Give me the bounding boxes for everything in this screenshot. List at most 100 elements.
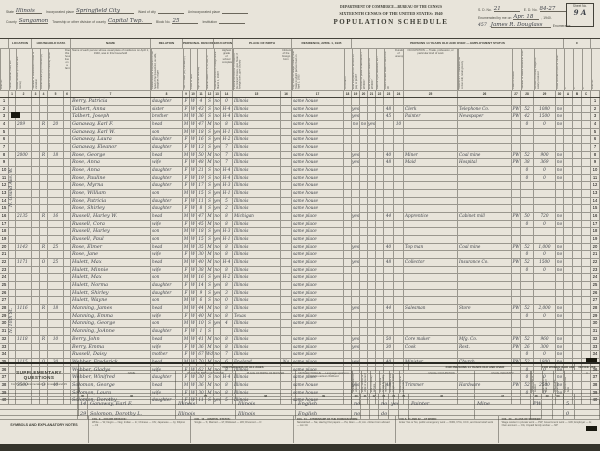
cell-line-number: 2: [0, 105, 9, 113]
cell-line-number: 36: [0, 366, 9, 374]
cell-home-value: [48, 351, 64, 358]
cell-relation: head: [151, 243, 183, 251]
cell-occupation: [404, 328, 458, 335]
cell-sex: F: [183, 351, 190, 358]
column-subheader: Hours worked week of March 24-30: [384, 49, 394, 90]
cell-seeking-work: [368, 174, 376, 182]
cell-income: 1500: [534, 259, 556, 266]
cell-sex: F: [183, 167, 190, 174]
cell-income: [534, 274, 556, 282]
table-row: 4 209 R 20 Ganaway, Earl F. head M W 47 …: [0, 121, 600, 129]
cell-unemployment-duration: [394, 351, 404, 358]
cell-sex: F: [183, 397, 190, 404]
cell-owned-rented: [40, 98, 48, 105]
cell-street: [9, 105, 16, 113]
cell-income: 1,000: [534, 243, 556, 251]
cell-residence-1935: same place: [292, 228, 344, 236]
cell-house-number: [16, 366, 32, 374]
cell-at-work: [352, 289, 360, 297]
cell-citizenship: [281, 266, 292, 274]
column-subheader: Had he a job, business, etc.?: [376, 49, 384, 90]
cell-line-number-right: 22: [591, 259, 600, 266]
cell-farm-1935: [344, 243, 352, 251]
cell-has-job: [376, 151, 384, 159]
cell-home-value: [48, 98, 64, 105]
cell-line-number-right: 17: [591, 220, 600, 228]
cell-farm-1935: [344, 205, 352, 213]
cell-emergency-work: [360, 397, 368, 404]
cell-citizenship: [281, 343, 292, 351]
cell-race: W: [190, 151, 197, 159]
cell-class-of-worker: [512, 190, 521, 197]
cell-home-value: [48, 374, 64, 381]
cell-class-of-worker: PW: [512, 259, 521, 266]
cell-office-a: [564, 397, 573, 404]
cell-residence-1935: same place: [292, 374, 344, 381]
cell-weeks-worked: [521, 320, 534, 328]
cell-home-value: [48, 182, 64, 190]
supp-column-header: PLACE OF BIRTH OF FATHER: [176, 371, 236, 393]
cell-marital-status: M: [206, 251, 214, 259]
cell-emergency-work: [360, 282, 368, 289]
cell-line-number: 22: [0, 259, 9, 266]
cell-age: 38: [197, 266, 206, 274]
supplementary-title-block: SUPPLEMENTARY QUESTIONS For Persons Enum…: [0, 364, 79, 416]
cell-highest-grade: H-2: [221, 274, 233, 282]
cell-relation: daughter: [151, 397, 183, 404]
cell-owned-rented: [40, 312, 48, 320]
cell-street: [9, 182, 16, 190]
cell-attended-school: no: [214, 174, 221, 182]
cell-farm: [64, 159, 71, 167]
cell-at-work: [352, 182, 360, 190]
cell-age: 45: [197, 220, 206, 228]
cell-citizenship: [281, 282, 292, 289]
supp-label-spacer: [0, 371, 78, 393]
supp-column-header: Wife, widow, or child of veteran?: [361, 371, 370, 393]
cell-line-number-right: 27: [591, 297, 600, 305]
cell-home-value: [48, 228, 64, 236]
cell-farm: [64, 374, 71, 381]
cell-seeking-work: [368, 197, 376, 205]
cell-industry: [458, 190, 512, 197]
cell-attended-school: yes: [214, 197, 221, 205]
cell-residence-1935: same house: [292, 151, 344, 159]
cell-class-of-worker: [512, 228, 521, 236]
cell-other-income: no: [556, 167, 564, 174]
cell-visitation: [32, 167, 40, 174]
cell-marital-status: M: [206, 243, 214, 251]
cell-sex: M: [183, 259, 190, 266]
cell-other-income: [556, 397, 564, 404]
supp-cell-class-of-worker: PW: [533, 400, 542, 409]
supp-cell-veteran-family: [361, 410, 370, 419]
cell-farm-1935: [344, 335, 352, 343]
column-number: [591, 91, 600, 97]
cell-line-number-right: 31: [591, 328, 600, 335]
cell-race: W: [190, 335, 197, 343]
cell-citizenship: [281, 136, 292, 144]
cell-weeks-worked: [521, 397, 534, 404]
cell-farm-1935: [344, 159, 352, 167]
cell-line-number-right: 5: [591, 128, 600, 136]
cell-line-number-right: 21: [591, 251, 600, 259]
cell-income: [534, 136, 556, 144]
cell-farm-1935: [344, 236, 352, 243]
cell-line-number: 40: [0, 397, 9, 404]
cell-marital-status: S: [206, 197, 214, 205]
cell-marital-status: S: [206, 144, 214, 151]
cell-relation: sister: [151, 105, 183, 113]
cell-visitation: [32, 113, 40, 121]
cell-owned-rented: [40, 328, 48, 335]
cell-citizenship: [281, 182, 292, 190]
cell-citizenship: [281, 305, 292, 312]
cell-marital-status: M: [206, 159, 214, 167]
cell-weeks-worked: 0: [521, 351, 534, 358]
cell-name: Hulett, Wayne: [71, 297, 151, 305]
cell-age: 50: [197, 151, 206, 159]
cell-line-number: 12: [0, 182, 9, 190]
cell-race: W: [190, 274, 197, 282]
cell-relation: daughter: [151, 98, 183, 105]
cell-name: Russell, Cora: [71, 220, 151, 228]
cell-street: [9, 297, 16, 305]
cell-office-a: [564, 159, 573, 167]
cell-weeks-worked: [521, 98, 534, 105]
